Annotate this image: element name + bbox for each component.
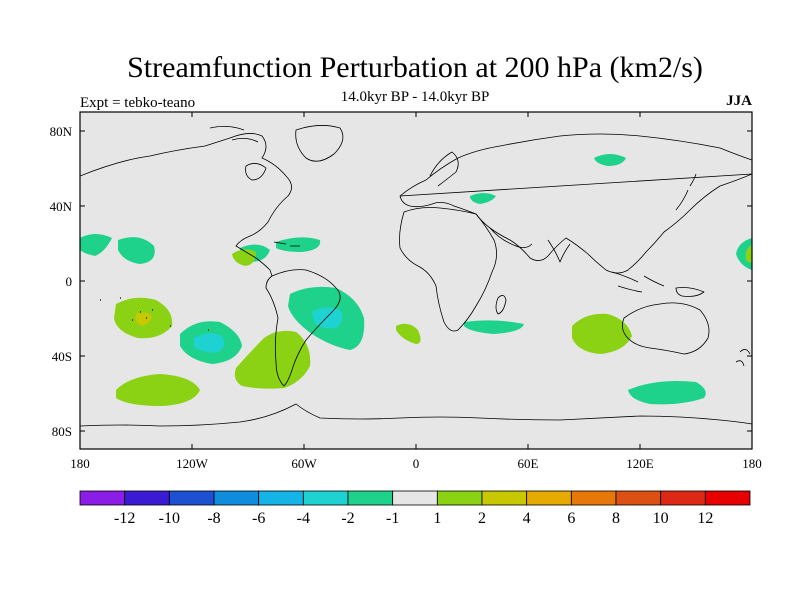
colorbar-label: 1 xyxy=(433,510,441,527)
colorbar-label: -1 xyxy=(386,510,399,527)
anomaly-positive-indian-ocean xyxy=(572,313,632,354)
coast-arctic-islands xyxy=(209,126,259,143)
lat-tick-label: 0 xyxy=(66,274,73,289)
anomaly-positive-southern-pacific xyxy=(116,374,200,406)
colorbar-swatch xyxy=(570,490,617,506)
colorbar-swatch xyxy=(302,490,349,506)
anomaly-negative-west-pacific xyxy=(80,234,112,256)
anomaly-negative-black-sea xyxy=(470,193,496,204)
lon-tick-label: 60E xyxy=(518,456,539,471)
lat-tick-label: 40S xyxy=(52,349,72,364)
anomaly-positive-south-atlantic-small xyxy=(396,323,421,344)
coast-australia xyxy=(622,302,710,355)
colorbar-swatch xyxy=(79,490,126,506)
colorbar-label: 4 xyxy=(523,510,531,527)
axis-ticks xyxy=(79,112,753,449)
anomaly-negative-indian-ocean xyxy=(464,320,524,334)
longitude-axis: 180 120W 60W 0 60E 120E 180 xyxy=(70,456,762,471)
coast-new-guinea xyxy=(675,287,705,297)
colorbar-label: -12 xyxy=(114,510,135,527)
colorbar-swatch xyxy=(168,490,215,506)
anomaly-negative-central-pacific xyxy=(118,237,155,264)
anomaly-positive-east-pacific-edge xyxy=(745,244,752,263)
coast-new-zealand xyxy=(735,349,751,367)
coast-indonesia xyxy=(611,271,665,293)
coast-madagascar xyxy=(495,295,507,315)
lat-tick-label: 40N xyxy=(50,199,73,214)
anomaly-core-south-atlantic xyxy=(312,307,343,329)
colorbar-swatch xyxy=(392,490,438,506)
season-label: JJA xyxy=(726,93,752,109)
latitude-axis: 80N 40N 0 40S 80S xyxy=(50,124,73,439)
anomaly-negative-east-pacific-edge xyxy=(736,238,752,270)
colorbar-label: 2 xyxy=(478,510,486,527)
colorbar-swatch xyxy=(213,490,260,506)
experiment-label: Expt = tebko-teano xyxy=(80,95,196,111)
lon-tick-label: 180 xyxy=(70,456,90,471)
colorbar-label: -10 xyxy=(159,510,180,527)
colorbar-swatch xyxy=(124,490,170,506)
anomaly-negative-caribbean xyxy=(276,237,321,252)
coast-south-america xyxy=(265,269,341,387)
subtitle: 14.0kyr BP - 14.0kyr BP xyxy=(340,89,490,105)
colorbar-label: 12 xyxy=(697,510,713,527)
colorbar-swatch xyxy=(258,490,304,506)
colorbar-label: 10 xyxy=(653,510,669,527)
lat-tick-label: 80S xyxy=(52,424,72,439)
colorbar-swatch xyxy=(704,490,751,506)
colorbar-swatch xyxy=(347,490,394,506)
colorbar-label: -6 xyxy=(252,510,265,527)
coast-arabia-india xyxy=(489,227,571,263)
anomaly-core-south-pacific xyxy=(135,312,152,326)
coast-greenland xyxy=(295,125,344,162)
page-title: Streamfunction Perturbation at 200 hPa (… xyxy=(127,51,703,84)
colorbar-label: -8 xyxy=(207,510,220,527)
coast-north-america xyxy=(80,133,292,277)
lon-tick-label: 120W xyxy=(176,456,209,471)
coastlines xyxy=(80,125,752,427)
colorbar-label: 8 xyxy=(612,510,620,527)
colorbar-label: 6 xyxy=(567,510,575,527)
coast-scandinavia xyxy=(429,151,459,187)
anomaly-positive-patagonia xyxy=(234,330,311,389)
coast-caribbean xyxy=(273,241,300,247)
coast-hudson-bay xyxy=(245,163,267,181)
coast-japan xyxy=(675,173,697,211)
colorbar-swatch xyxy=(526,490,572,506)
colorbar-swatch xyxy=(481,490,528,506)
anomaly-core-southeast-pacific xyxy=(194,333,225,353)
colorbar-swatch xyxy=(436,490,483,506)
colorbar: -12 -10 -8 -6 -4 -2 -1 1 2 4 6 8 10 12 xyxy=(79,490,751,527)
colorbar-swatch xyxy=(660,490,706,506)
coast-eurasia xyxy=(399,133,752,274)
anomaly-negative-siberia xyxy=(594,154,626,166)
coast-antarctica xyxy=(80,403,752,427)
lon-tick-label: 60W xyxy=(291,456,317,471)
lon-tick-label: 180 xyxy=(742,456,762,471)
lon-tick-label: 120E xyxy=(626,456,654,471)
lon-tick-label: 0 xyxy=(413,456,420,471)
colorbar-swatch xyxy=(615,490,662,506)
anomaly-positive-central-america xyxy=(232,249,256,266)
coast-pacific-islands xyxy=(100,297,209,331)
coast-africa xyxy=(399,207,497,332)
colorbar-label: -2 xyxy=(341,510,354,527)
anomaly-negative-southern-ocean xyxy=(628,381,706,405)
lat-tick-label: 80N xyxy=(50,124,73,139)
colorbar-label: -4 xyxy=(297,510,310,527)
